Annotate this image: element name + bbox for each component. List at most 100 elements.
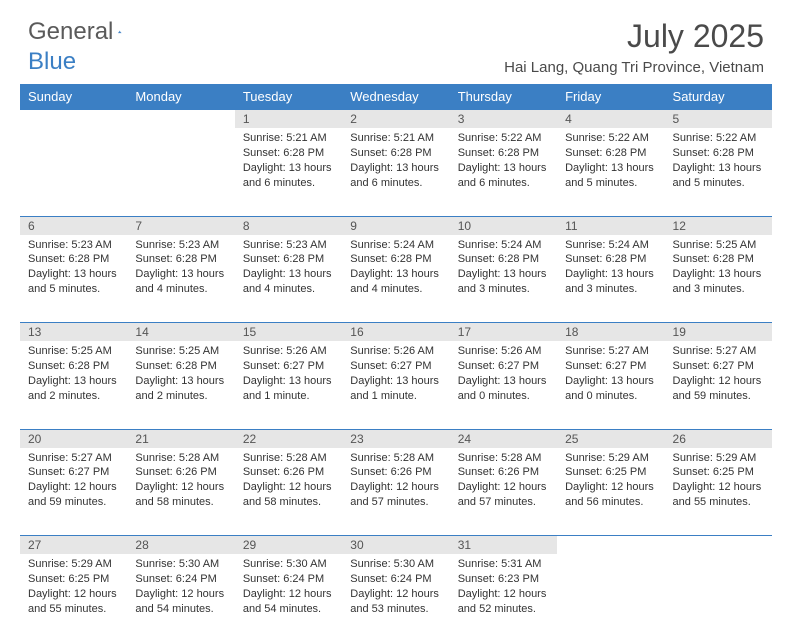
sunrise-text: Sunrise: 5:28 AM — [458, 451, 549, 466]
day-cell: Sunrise: 5:29 AMSunset: 6:25 PMDaylight:… — [557, 448, 664, 536]
day-number: 9 — [342, 217, 449, 235]
sunset-text: Sunset: 6:25 PM — [565, 465, 656, 480]
sunset-text: Sunset: 6:28 PM — [243, 252, 334, 267]
day-number-cell: 6 — [20, 216, 127, 235]
daylight-text: Daylight: 12 hours and 59 minutes. — [28, 480, 119, 510]
sunset-text: Sunset: 6:27 PM — [243, 359, 334, 374]
sunrise-text: Sunrise: 5:26 AM — [458, 344, 549, 359]
daylight-text: Daylight: 12 hours and 55 minutes. — [673, 480, 764, 510]
day-number-cell: 22 — [235, 429, 342, 448]
day-cell: Sunrise: 5:26 AMSunset: 6:27 PMDaylight:… — [342, 341, 449, 429]
calendar-table: Sunday Monday Tuesday Wednesday Thursday… — [20, 84, 772, 642]
day-number-cell: 27 — [20, 536, 127, 555]
day-cell: Sunrise: 5:27 AMSunset: 6:27 PMDaylight:… — [665, 341, 772, 429]
sunset-text: Sunset: 6:27 PM — [28, 465, 119, 480]
day-number: 21 — [127, 430, 234, 448]
day-content: Sunrise: 5:31 AMSunset: 6:23 PMDaylight:… — [450, 554, 557, 622]
daylight-text: Daylight: 13 hours and 6 minutes. — [350, 161, 441, 191]
sunset-text: Sunset: 6:24 PM — [135, 572, 226, 587]
sunrise-text: Sunrise: 5:28 AM — [135, 451, 226, 466]
week-row: Sunrise: 5:27 AMSunset: 6:27 PMDaylight:… — [20, 448, 772, 536]
sunrise-text: Sunrise: 5:29 AM — [28, 557, 119, 572]
day-cell: Sunrise: 5:25 AMSunset: 6:28 PMDaylight:… — [127, 341, 234, 429]
day-number-cell — [127, 110, 234, 129]
day-number: 23 — [342, 430, 449, 448]
sunset-text: Sunset: 6:28 PM — [565, 252, 656, 267]
day-number-cell: 8 — [235, 216, 342, 235]
week-row: Sunrise: 5:23 AMSunset: 6:28 PMDaylight:… — [20, 235, 772, 323]
day-cell: Sunrise: 5:24 AMSunset: 6:28 PMDaylight:… — [557, 235, 664, 323]
day-cell: Sunrise: 5:21 AMSunset: 6:28 PMDaylight:… — [235, 128, 342, 216]
day-number: 22 — [235, 430, 342, 448]
sunset-text: Sunset: 6:28 PM — [135, 359, 226, 374]
sunset-text: Sunset: 6:26 PM — [458, 465, 549, 480]
sunrise-text: Sunrise: 5:26 AM — [350, 344, 441, 359]
sunrise-text: Sunrise: 5:22 AM — [673, 131, 764, 146]
day-number-cell: 18 — [557, 323, 664, 342]
daynum-row: 20212223242526 — [20, 429, 772, 448]
daylight-text: Daylight: 12 hours and 56 minutes. — [565, 480, 656, 510]
sunrise-text: Sunrise: 5:24 AM — [458, 238, 549, 253]
day-number-cell: 30 — [342, 536, 449, 555]
calendar: Sunday Monday Tuesday Wednesday Thursday… — [0, 78, 792, 642]
daylight-text: Daylight: 13 hours and 3 minutes. — [458, 267, 549, 297]
sunset-text: Sunset: 6:23 PM — [458, 572, 549, 587]
day-cell: Sunrise: 5:24 AMSunset: 6:28 PMDaylight:… — [450, 235, 557, 323]
sunset-text: Sunset: 6:26 PM — [350, 465, 441, 480]
week-row: Sunrise: 5:25 AMSunset: 6:28 PMDaylight:… — [20, 341, 772, 429]
day-number-cell: 11 — [557, 216, 664, 235]
day-content: Sunrise: 5:26 AMSunset: 6:27 PMDaylight:… — [450, 341, 557, 409]
day-number: 4 — [557, 110, 664, 128]
day-number: 3 — [450, 110, 557, 128]
day-number: 20 — [20, 430, 127, 448]
sunrise-text: Sunrise: 5:30 AM — [135, 557, 226, 572]
daylight-text: Daylight: 13 hours and 4 minutes. — [243, 267, 334, 297]
sunset-text: Sunset: 6:27 PM — [350, 359, 441, 374]
daylight-text: Daylight: 13 hours and 5 minutes. — [673, 161, 764, 191]
day-content: Sunrise: 5:25 AMSunset: 6:28 PMDaylight:… — [665, 235, 772, 303]
daylight-text: Daylight: 13 hours and 6 minutes. — [243, 161, 334, 191]
sunrise-text: Sunrise: 5:24 AM — [565, 238, 656, 253]
sunrise-text: Sunrise: 5:30 AM — [350, 557, 441, 572]
sunrise-text: Sunrise: 5:23 AM — [243, 238, 334, 253]
sunrise-text: Sunrise: 5:29 AM — [673, 451, 764, 466]
day-cell — [557, 554, 664, 642]
day-content: Sunrise: 5:29 AMSunset: 6:25 PMDaylight:… — [557, 448, 664, 516]
daylight-text: Daylight: 12 hours and 57 minutes. — [458, 480, 549, 510]
day-content: Sunrise: 5:23 AMSunset: 6:28 PMDaylight:… — [127, 235, 234, 303]
day-cell: Sunrise: 5:30 AMSunset: 6:24 PMDaylight:… — [342, 554, 449, 642]
title-block: July 2025 Hai Lang, Quang Tri Province, … — [504, 18, 764, 76]
day-content: Sunrise: 5:24 AMSunset: 6:28 PMDaylight:… — [557, 235, 664, 303]
day-cell: Sunrise: 5:28 AMSunset: 6:26 PMDaylight:… — [127, 448, 234, 536]
day-content: Sunrise: 5:25 AMSunset: 6:28 PMDaylight:… — [20, 341, 127, 409]
day-cell: Sunrise: 5:26 AMSunset: 6:27 PMDaylight:… — [450, 341, 557, 429]
sunrise-text: Sunrise: 5:26 AM — [243, 344, 334, 359]
sunset-text: Sunset: 6:27 PM — [565, 359, 656, 374]
logo-word1: General — [28, 18, 113, 46]
weekday-header: Wednesday — [342, 84, 449, 110]
daylight-text: Daylight: 13 hours and 3 minutes. — [673, 267, 764, 297]
day-content: Sunrise: 5:25 AMSunset: 6:28 PMDaylight:… — [127, 341, 234, 409]
sunrise-text: Sunrise: 5:21 AM — [350, 131, 441, 146]
day-number: 30 — [342, 536, 449, 554]
day-number: 2 — [342, 110, 449, 128]
sunset-text: Sunset: 6:28 PM — [243, 146, 334, 161]
daylight-text: Daylight: 13 hours and 5 minutes. — [565, 161, 656, 191]
day-content: Sunrise: 5:21 AMSunset: 6:28 PMDaylight:… — [235, 128, 342, 196]
day-cell: Sunrise: 5:25 AMSunset: 6:28 PMDaylight:… — [20, 341, 127, 429]
weekday-header: Tuesday — [235, 84, 342, 110]
day-cell — [127, 128, 234, 216]
day-number-cell — [20, 110, 127, 129]
day-number-cell: 5 — [665, 110, 772, 129]
day-content: Sunrise: 5:21 AMSunset: 6:28 PMDaylight:… — [342, 128, 449, 196]
sunrise-text: Sunrise: 5:23 AM — [135, 238, 226, 253]
daylight-text: Daylight: 12 hours and 58 minutes. — [135, 480, 226, 510]
sunset-text: Sunset: 6:26 PM — [243, 465, 334, 480]
daynum-row: 6789101112 — [20, 216, 772, 235]
day-content: Sunrise: 5:30 AMSunset: 6:24 PMDaylight:… — [342, 554, 449, 622]
day-number: 19 — [665, 323, 772, 341]
day-number-cell: 16 — [342, 323, 449, 342]
day-content: Sunrise: 5:22 AMSunset: 6:28 PMDaylight:… — [665, 128, 772, 196]
logo-word2: Blue — [28, 48, 76, 76]
daylight-text: Daylight: 12 hours and 59 minutes. — [673, 374, 764, 404]
